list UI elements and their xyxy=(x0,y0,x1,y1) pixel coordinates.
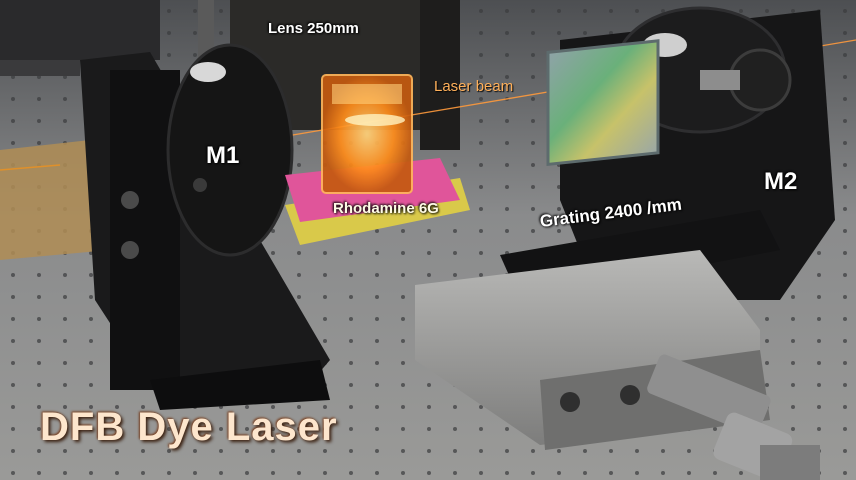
dye-cuvette xyxy=(321,74,413,194)
mirror-m2-label: M2 xyxy=(764,168,798,195)
laser-beam-label: Laser beam xyxy=(434,78,514,95)
diffraction-grating xyxy=(546,39,660,167)
dye-cell-assembly xyxy=(285,74,470,245)
grating-m2-mount xyxy=(500,6,835,354)
mirror-m1-mount xyxy=(80,43,330,410)
background-housing xyxy=(0,0,160,60)
m1-mirror-disc xyxy=(166,43,294,257)
mirror-m1-label: M1 xyxy=(206,142,240,169)
dye-label: Rhodamine 6G xyxy=(333,200,439,217)
title-caption: DFB Dye Laser xyxy=(40,405,338,449)
micrometer xyxy=(647,354,820,480)
lens-label: Lens 250mm xyxy=(268,20,359,37)
